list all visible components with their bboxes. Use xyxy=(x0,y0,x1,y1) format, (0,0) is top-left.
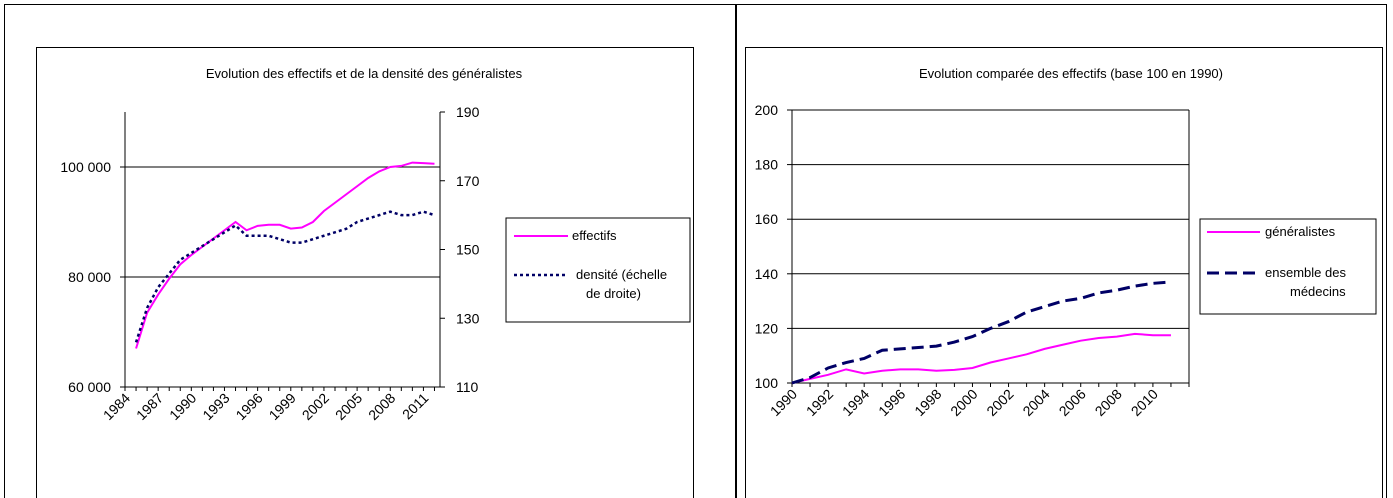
chart1-legend-label-effectifs: effectifs xyxy=(572,228,617,243)
chart1-legend-label-densite-line2: de droite) xyxy=(586,286,641,301)
chart1-y-left-tick-label: 60 000 xyxy=(68,379,111,395)
chart2-series-ensemble-medecins-line xyxy=(791,280,1172,385)
chart1-y-left-tick-label: 100 000 xyxy=(60,159,111,175)
chart1-y-right-tick-label: 190 xyxy=(456,104,480,120)
chart2-series-generalistes-line xyxy=(791,332,1171,384)
chart2-y-tick-label: 120 xyxy=(755,320,779,336)
chart2-y-tick-label: 140 xyxy=(755,266,779,282)
chart2-x-tick-label: 2004 xyxy=(1019,386,1052,419)
chart1-x-tick-label: 1996 xyxy=(232,390,265,423)
chart1-series-effectifs-line xyxy=(135,161,435,349)
chart2-y-tick-label: 100 xyxy=(755,375,779,391)
chart2-x-tick-label: 1996 xyxy=(875,386,908,419)
chart1-x-tick-label: 2008 xyxy=(365,390,398,423)
chart1-legend-label-densite-line1: densité (échelle xyxy=(576,267,667,282)
chart1-y-left-tick-label: 80 000 xyxy=(68,269,111,285)
chart2-title: Evolution comparée des effectifs (base 1… xyxy=(919,66,1223,81)
chart2-x-tick-label: 1992 xyxy=(803,386,836,419)
chart1-x-tick-label: 2005 xyxy=(332,390,365,423)
chart2-legend-box xyxy=(1199,218,1377,315)
chart2-x-tick-label: 2006 xyxy=(1056,386,1089,419)
chart2-legend-label-ensemble-line1: ensemble des xyxy=(1265,265,1346,280)
frame-divider xyxy=(735,4,737,498)
chart2-x-tick-label: 2010 xyxy=(1128,386,1161,419)
chart1-y-right-tick-label: 170 xyxy=(456,173,480,189)
chart2-y-tick-label: 180 xyxy=(755,157,779,173)
chart1-title: Evolution des effectifs et de la densité… xyxy=(206,66,523,81)
outer-frame xyxy=(4,4,1387,498)
chart1-x-tick-label: 1999 xyxy=(266,390,299,423)
chart2-x-tick-label: 1998 xyxy=(911,386,944,419)
chart2-y-tick-label: 160 xyxy=(755,211,779,227)
chart1-x-tick-label: 1987 xyxy=(133,390,166,423)
chart1-x-tick-label: 1990 xyxy=(166,390,199,423)
chart2-y-tick-label: 200 xyxy=(755,102,779,118)
chart1-x-tick-label: 1993 xyxy=(199,390,232,423)
chart1-x-tick-label: 2011 xyxy=(399,390,432,423)
chart1-y-right-tick-label: 150 xyxy=(456,242,480,258)
chart2-x-tick-label: 2008 xyxy=(1092,386,1125,419)
chart2-legend-label-ensemble-line2: médecins xyxy=(1290,284,1346,299)
chart2-legend-label-generalistes: généralistes xyxy=(1265,224,1336,239)
chart2-x-tick-label: 2000 xyxy=(947,386,980,419)
chart1-series-densite-line xyxy=(134,210,435,343)
chart2-x-tick-label: 1994 xyxy=(839,386,872,419)
chart1-y-right-tick-label: 130 xyxy=(456,310,480,326)
chart2-x-tick-label: 2002 xyxy=(983,386,1016,419)
chart1-x-tick-label: 2002 xyxy=(299,390,332,423)
chart1-y-right-tick-label: 110 xyxy=(456,379,479,395)
